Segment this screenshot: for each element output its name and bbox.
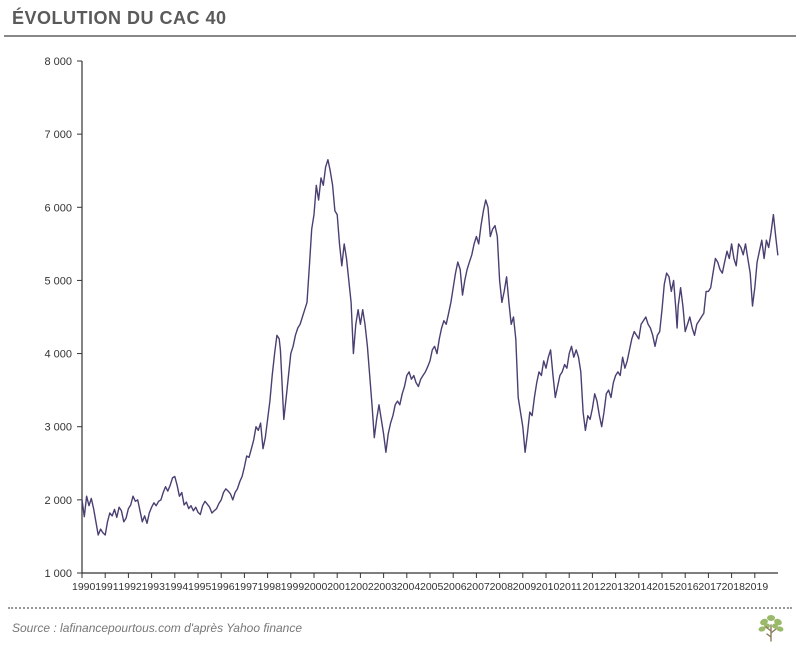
svg-text:2011: 2011 (559, 581, 582, 593)
footer-row: Source : lafinancepourtous.com d'après Y… (0, 613, 800, 651)
chart-title: ÉVOLUTION DU CAC 40 (12, 8, 788, 29)
svg-text:7 000: 7 000 (44, 129, 72, 141)
svg-text:3 000: 3 000 (44, 422, 72, 434)
svg-text:2013: 2013 (606, 581, 630, 593)
svg-text:2001: 2001 (327, 581, 351, 593)
svg-text:1993: 1993 (142, 581, 166, 593)
svg-text:8 000: 8 000 (44, 56, 72, 68)
svg-text:2003: 2003 (374, 581, 398, 593)
svg-text:4 000: 4 000 (44, 349, 72, 361)
svg-text:1995: 1995 (188, 581, 212, 593)
svg-text:2005: 2005 (420, 581, 444, 593)
svg-text:2014: 2014 (629, 581, 653, 593)
svg-text:1994: 1994 (165, 581, 189, 593)
svg-text:2007: 2007 (466, 581, 490, 593)
svg-text:1992: 1992 (118, 581, 142, 593)
chart-container: 1 000 2 000 3 000 4 000 5 000 6 000 7 000 8 000… (4, 41, 796, 601)
svg-text:2009: 2009 (513, 581, 537, 593)
svg-text:1999: 1999 (281, 581, 305, 593)
svg-text:2000: 2000 (304, 581, 328, 593)
logo-icon (754, 613, 788, 643)
title-bar: ÉVOLUTION DU CAC 40 (0, 0, 800, 35)
line-chart: 1 000 2 000 3 000 4 000 5 000 6 000 7 000 8 000… (4, 41, 796, 601)
svg-text:6 000: 6 000 (44, 202, 72, 214)
title-underline (4, 35, 796, 37)
svg-text:1990: 1990 (72, 581, 96, 593)
svg-text:2016: 2016 (675, 581, 699, 593)
svg-text:2002: 2002 (350, 581, 374, 593)
svg-text:1996: 1996 (211, 581, 235, 593)
svg-text:2012: 2012 (582, 581, 606, 593)
svg-text:2015: 2015 (652, 581, 676, 593)
svg-text:2018: 2018 (722, 581, 746, 593)
svg-text:2006: 2006 (443, 581, 467, 593)
source-text: Source : lafinancepourtous.com d'après Y… (12, 621, 302, 635)
svg-text:2017: 2017 (698, 581, 722, 593)
svg-text:2008: 2008 (490, 581, 514, 593)
svg-text:1998: 1998 (258, 581, 282, 593)
svg-text:1 000: 1 000 (44, 568, 72, 580)
svg-text:2010: 2010 (536, 581, 560, 593)
svg-text:2004: 2004 (397, 581, 421, 593)
svg-text:2 000: 2 000 (44, 495, 72, 507)
svg-text:1997: 1997 (234, 581, 258, 593)
svg-text:1991: 1991 (95, 581, 119, 593)
svg-text:2019: 2019 (745, 581, 769, 593)
svg-text:5 000: 5 000 (44, 275, 72, 287)
footer-separator (8, 607, 792, 609)
